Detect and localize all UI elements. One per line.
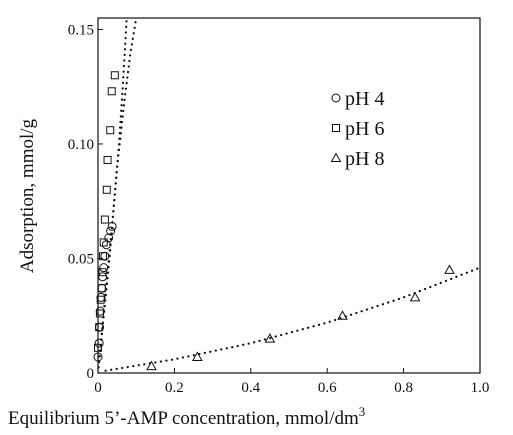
point-ph-8	[264, 333, 276, 343]
legend: pH 4 pH 6 pH 8	[330, 88, 384, 170]
point-ph-6	[99, 238, 108, 247]
legend-label: pH 8	[345, 148, 384, 170]
point-ph-4	[104, 233, 114, 243]
point-ph-6	[100, 215, 109, 224]
point-ph-4	[98, 272, 108, 282]
data-markers	[93, 71, 455, 371]
point-ph-6	[95, 309, 104, 318]
point-ph-4	[97, 283, 107, 293]
y-tick-label: 0.05	[68, 251, 94, 267]
fit-curve-ph-8	[104, 266, 480, 372]
point-ph-6	[98, 268, 107, 277]
point-ph-4	[106, 226, 116, 236]
y-tick-label: 0	[87, 366, 95, 382]
point-ph-6	[102, 185, 111, 194]
legend-label: pH 4	[345, 88, 384, 110]
point-ph-6	[94, 343, 102, 352]
point-ph-6	[110, 71, 119, 80]
legend-label: pH 6	[345, 118, 384, 140]
point-ph-4	[107, 221, 117, 231]
point-ph-8	[337, 310, 348, 320]
point-ph-4	[94, 338, 104, 348]
fit-curves	[98, 16, 480, 373]
point-ph-4	[99, 263, 109, 273]
point-ph-6	[107, 87, 116, 96]
x-tick-label: 0	[94, 380, 102, 396]
x-tick-label: 0.2	[165, 380, 184, 396]
legend-marker-ph-6	[332, 124, 340, 132]
x-tick-label: 1.0	[471, 380, 490, 396]
point-ph-4	[93, 352, 103, 362]
y-axis-label: Adsorption, mmol/g	[17, 118, 38, 273]
legend-marker-ph-4	[331, 93, 341, 103]
x-axis-ticks: 0 0.2 0.4 0.6 0.8 1.0	[94, 368, 489, 396]
y-axis-ticks: 0 0.05 0.10 0.15	[68, 22, 103, 382]
fit-curve-ph-4	[98, 16, 128, 373]
point-ph-8	[409, 291, 421, 302]
point-ph-4	[101, 240, 111, 250]
point-ph-6	[98, 252, 107, 261]
x-tick-label: 0.8	[394, 380, 413, 396]
y-tick-label: 0.15	[68, 22, 94, 38]
point-ph-6	[96, 295, 105, 304]
point-ph-6	[106, 126, 115, 135]
x-tick-label: 0.4	[241, 380, 260, 396]
legend-marker-ph-8	[330, 152, 342, 162]
point-ph-8	[444, 264, 455, 274]
plot-frame	[97, 17, 481, 374]
y-tick-label: 0.10	[68, 137, 94, 153]
x-axis-label: Equilibrium 5’-AMP concentration, mmol/d…	[8, 404, 365, 429]
point-ph-8	[191, 351, 203, 361]
x-tick-label: 0.6	[318, 380, 337, 396]
point-ph-6	[97, 284, 106, 293]
point-ph-8	[146, 360, 157, 371]
point-ph-6	[103, 156, 112, 164]
point-ph-6	[95, 323, 104, 332]
point-ph-4	[100, 251, 110, 261]
fit-curve-ph-6	[98, 16, 138, 373]
